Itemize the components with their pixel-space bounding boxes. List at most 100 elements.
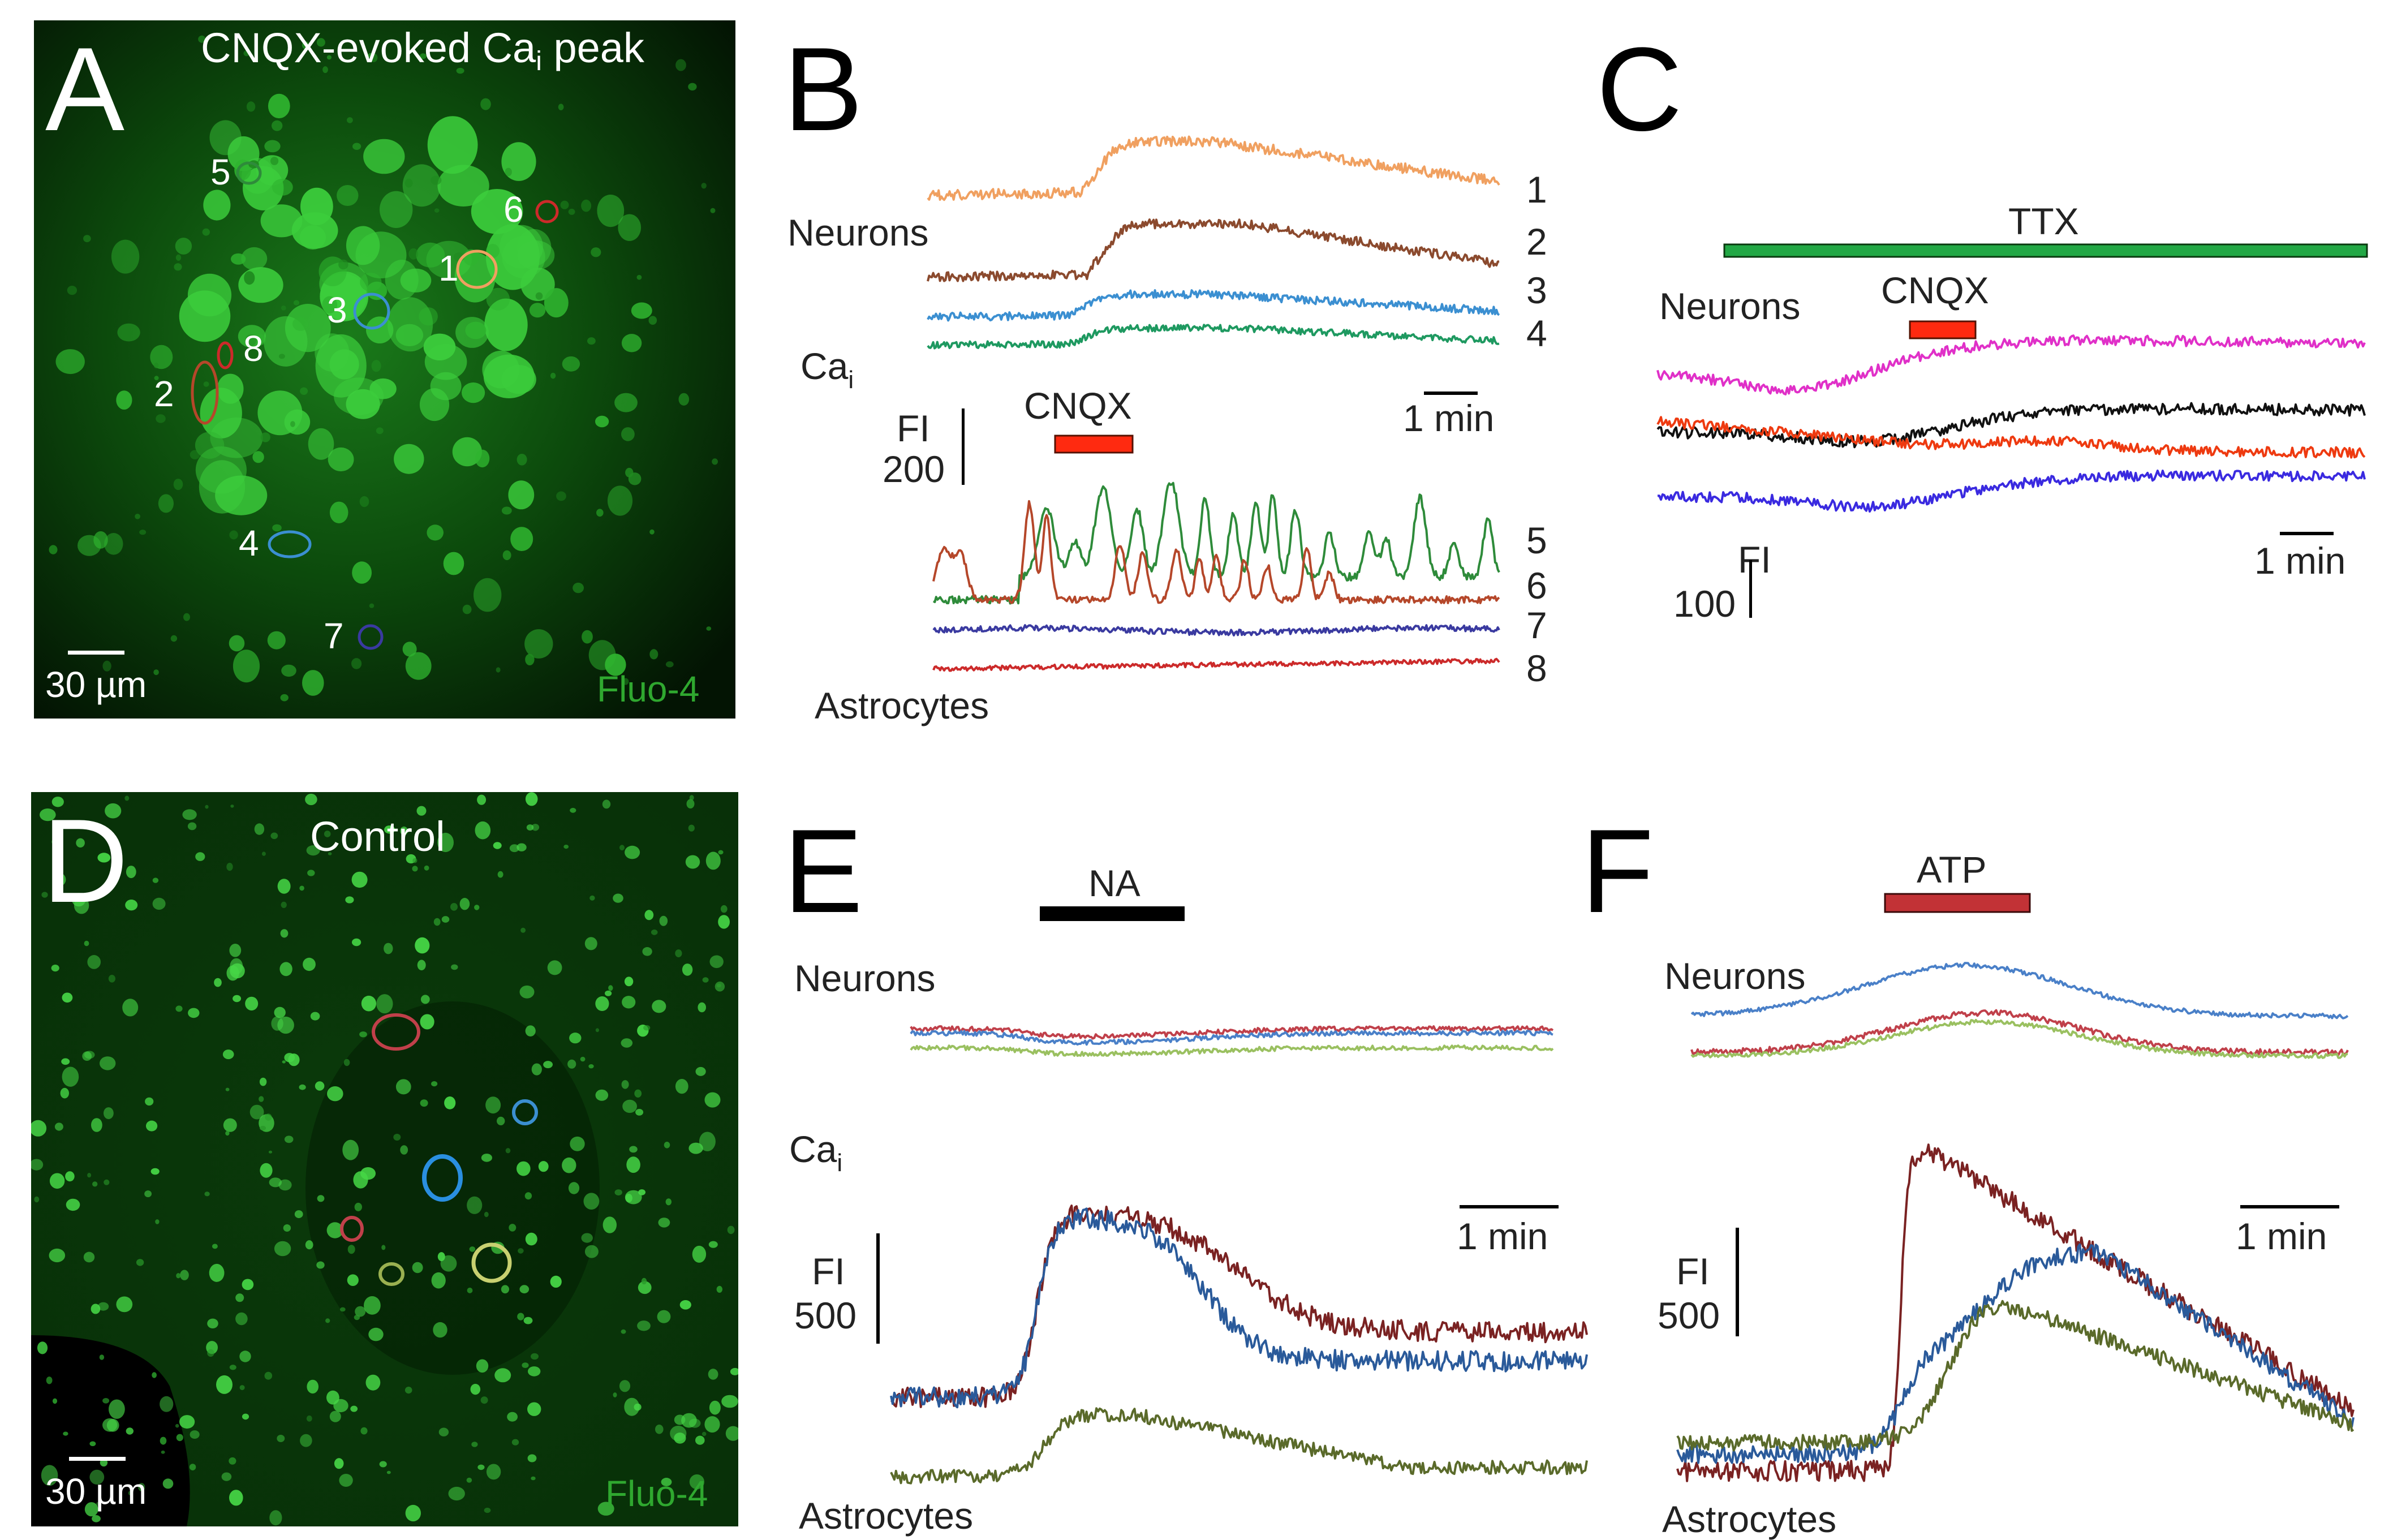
cell-body: [709, 1400, 721, 1415]
cell-body: [529, 303, 546, 318]
cell-body: [602, 1216, 617, 1233]
cell-body: [535, 292, 543, 300]
cell-body: [725, 1426, 738, 1441]
cell-body: [284, 1053, 295, 1062]
cell-body: [145, 1097, 154, 1106]
cell-body: [466, 1477, 472, 1483]
cell-body: [712, 458, 718, 465]
cell-body: [307, 1379, 319, 1394]
panel-c-time-scale-label: 1 min: [2254, 540, 2345, 582]
panel-c: C TTX Neurons CNQX FI 100 1 min: [1596, 23, 2368, 625]
cell-body: [688, 1142, 703, 1154]
cell-body: [402, 642, 417, 657]
panel-a-title: CNQX-evoked Cai peak: [201, 24, 645, 76]
cell-body: [154, 376, 159, 381]
cell-body: [525, 1232, 537, 1246]
cell-body: [708, 1369, 718, 1380]
cell-body: [433, 1322, 447, 1338]
cell-body: [474, 905, 480, 910]
cell-body: [54, 1122, 63, 1131]
cell-body: [302, 670, 324, 696]
cell-body: [46, 1376, 53, 1384]
cell-body: [122, 999, 139, 1017]
cell-body: [708, 1241, 718, 1248]
cell-body: [55, 349, 85, 375]
cell-body: [260, 432, 270, 442]
cell-body: [688, 824, 695, 832]
cell-body: [116, 390, 132, 410]
cell-body: [417, 960, 426, 971]
panel-b-trace-num-4: 4: [1526, 312, 1547, 354]
cell-body: [272, 524, 282, 532]
cell-body: [204, 1191, 210, 1197]
cell-body: [329, 349, 359, 380]
panel-c-ttx-label: TTX: [2008, 200, 2079, 242]
cell-body: [476, 1359, 489, 1373]
cell-body: [519, 1285, 530, 1294]
cell-body: [602, 799, 611, 809]
cell-body: [175, 1423, 179, 1428]
cell-body: [326, 1222, 343, 1238]
cell-body: [698, 1002, 706, 1013]
cell-body: [431, 1081, 438, 1087]
panel-a-cells: [49, 35, 718, 702]
panel-b-trace-num-7: 7: [1526, 604, 1547, 646]
panel-e-neurons-label: Neurons: [794, 957, 935, 999]
cell-body: [347, 1245, 355, 1254]
cell-body: [682, 963, 693, 976]
panel-e-time-scale-bar: [1460, 1205, 1559, 1208]
cell-body: [217, 373, 244, 404]
cell-body: [190, 450, 200, 459]
cell-body: [162, 1478, 174, 1489]
cell-body: [354, 1202, 362, 1211]
cell-body: [176, 1434, 183, 1442]
cell-body: [245, 996, 259, 1011]
cell-body: [568, 208, 575, 215]
panel-a-scale-bar: [68, 651, 124, 655]
cell-body: [87, 1173, 92, 1178]
panel-c-fi-value: 100: [1673, 583, 1736, 625]
cell-body: [281, 901, 287, 908]
cell-body: [161, 1450, 165, 1454]
cell-body: [41, 1465, 58, 1486]
cell-body: [437, 165, 489, 207]
cell-body: [249, 1104, 264, 1120]
cell-body: [128, 1491, 132, 1496]
panel-b-fi-scale-bar: [962, 408, 965, 485]
cell-body: [62, 992, 73, 1003]
cell-body: [484, 1507, 491, 1513]
cell-body: [451, 964, 458, 970]
cell-body: [49, 1173, 65, 1189]
trace-b-3: [927, 289, 1500, 322]
cell-body: [527, 1402, 541, 1416]
roi-label-8: 8: [243, 328, 264, 369]
cell-body: [629, 1146, 638, 1153]
panel-e-traces: [890, 1025, 1588, 1485]
cell-body: [243, 166, 284, 210]
cell-body: [265, 1113, 272, 1121]
cell-body: [104, 1179, 110, 1185]
cell-body: [538, 1161, 549, 1172]
cell-body: [581, 1233, 593, 1243]
cell-body: [102, 1418, 118, 1432]
cell-body: [496, 667, 501, 673]
cell-body: [380, 191, 413, 228]
cell-body: [520, 927, 526, 933]
cell-body: [471, 1442, 478, 1447]
cell-body: [484, 1211, 489, 1218]
cell-body: [351, 871, 368, 888]
cell-body: [462, 382, 485, 403]
cell-body: [443, 552, 464, 575]
panel-f: F ATP Neurons 1 min FI 500 Astrocytes: [1581, 805, 2355, 1540]
cell-body: [388, 297, 433, 352]
cell-body: [456, 67, 464, 74]
panel-b-time-scale-bar: [1424, 392, 1478, 395]
roi-label-6: 6: [503, 189, 524, 230]
cell-body: [329, 501, 348, 523]
cell-body: [448, 1486, 465, 1501]
cell-body: [343, 1059, 350, 1066]
cell-body: [353, 1171, 368, 1189]
cell-body: [583, 1193, 600, 1210]
panel-b-trace-num-6: 6: [1526, 565, 1547, 606]
cell-body: [664, 1142, 670, 1148]
